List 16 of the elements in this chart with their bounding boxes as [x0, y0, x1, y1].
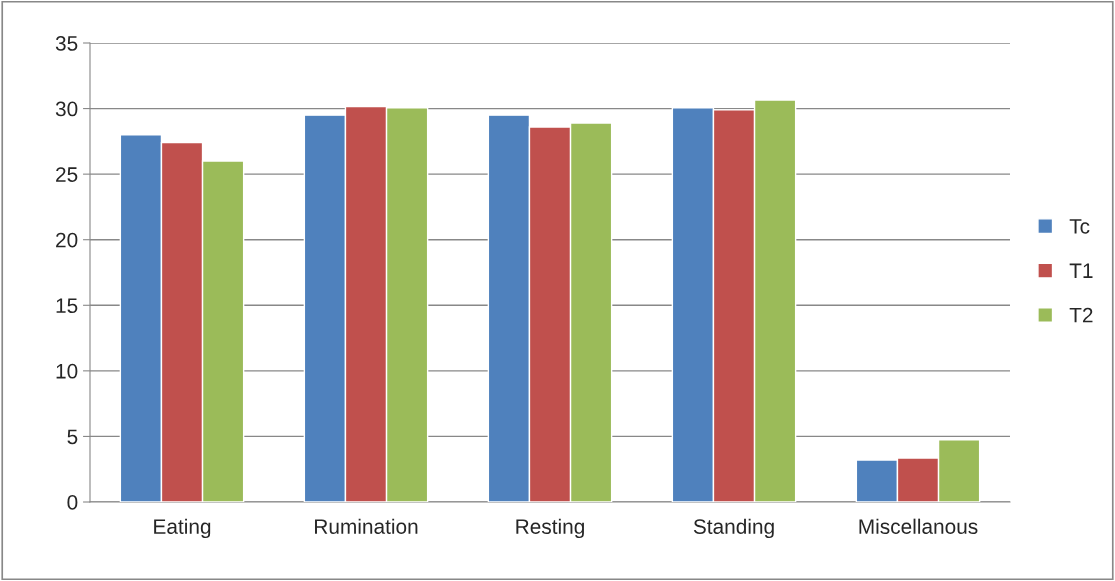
y-tick-label: 5 [67, 429, 78, 445]
y-tick-label: 10 [56, 363, 78, 379]
legend-label: T1 [1069, 263, 1093, 278]
x-tick-label: Rumination [315, 518, 418, 534]
x-tick-label: Resting [516, 518, 584, 539]
y-tick-label: 0 [67, 495, 78, 510]
legend-label: T2 [1069, 307, 1093, 323]
y-tick-label: 20 [56, 232, 78, 248]
x-tick-label: Miscellanous [859, 518, 978, 534]
y-tick-label: 15 [56, 298, 78, 314]
y-tick-label: 35 [55, 36, 78, 51]
y-tick-label: 25 [56, 167, 78, 182]
x-tick-label: Standing [693, 518, 774, 539]
legend-label: Tc [1069, 219, 1090, 234]
y-tick-label: 30 [55, 101, 78, 117]
x-tick-label: Eating [154, 518, 211, 539]
